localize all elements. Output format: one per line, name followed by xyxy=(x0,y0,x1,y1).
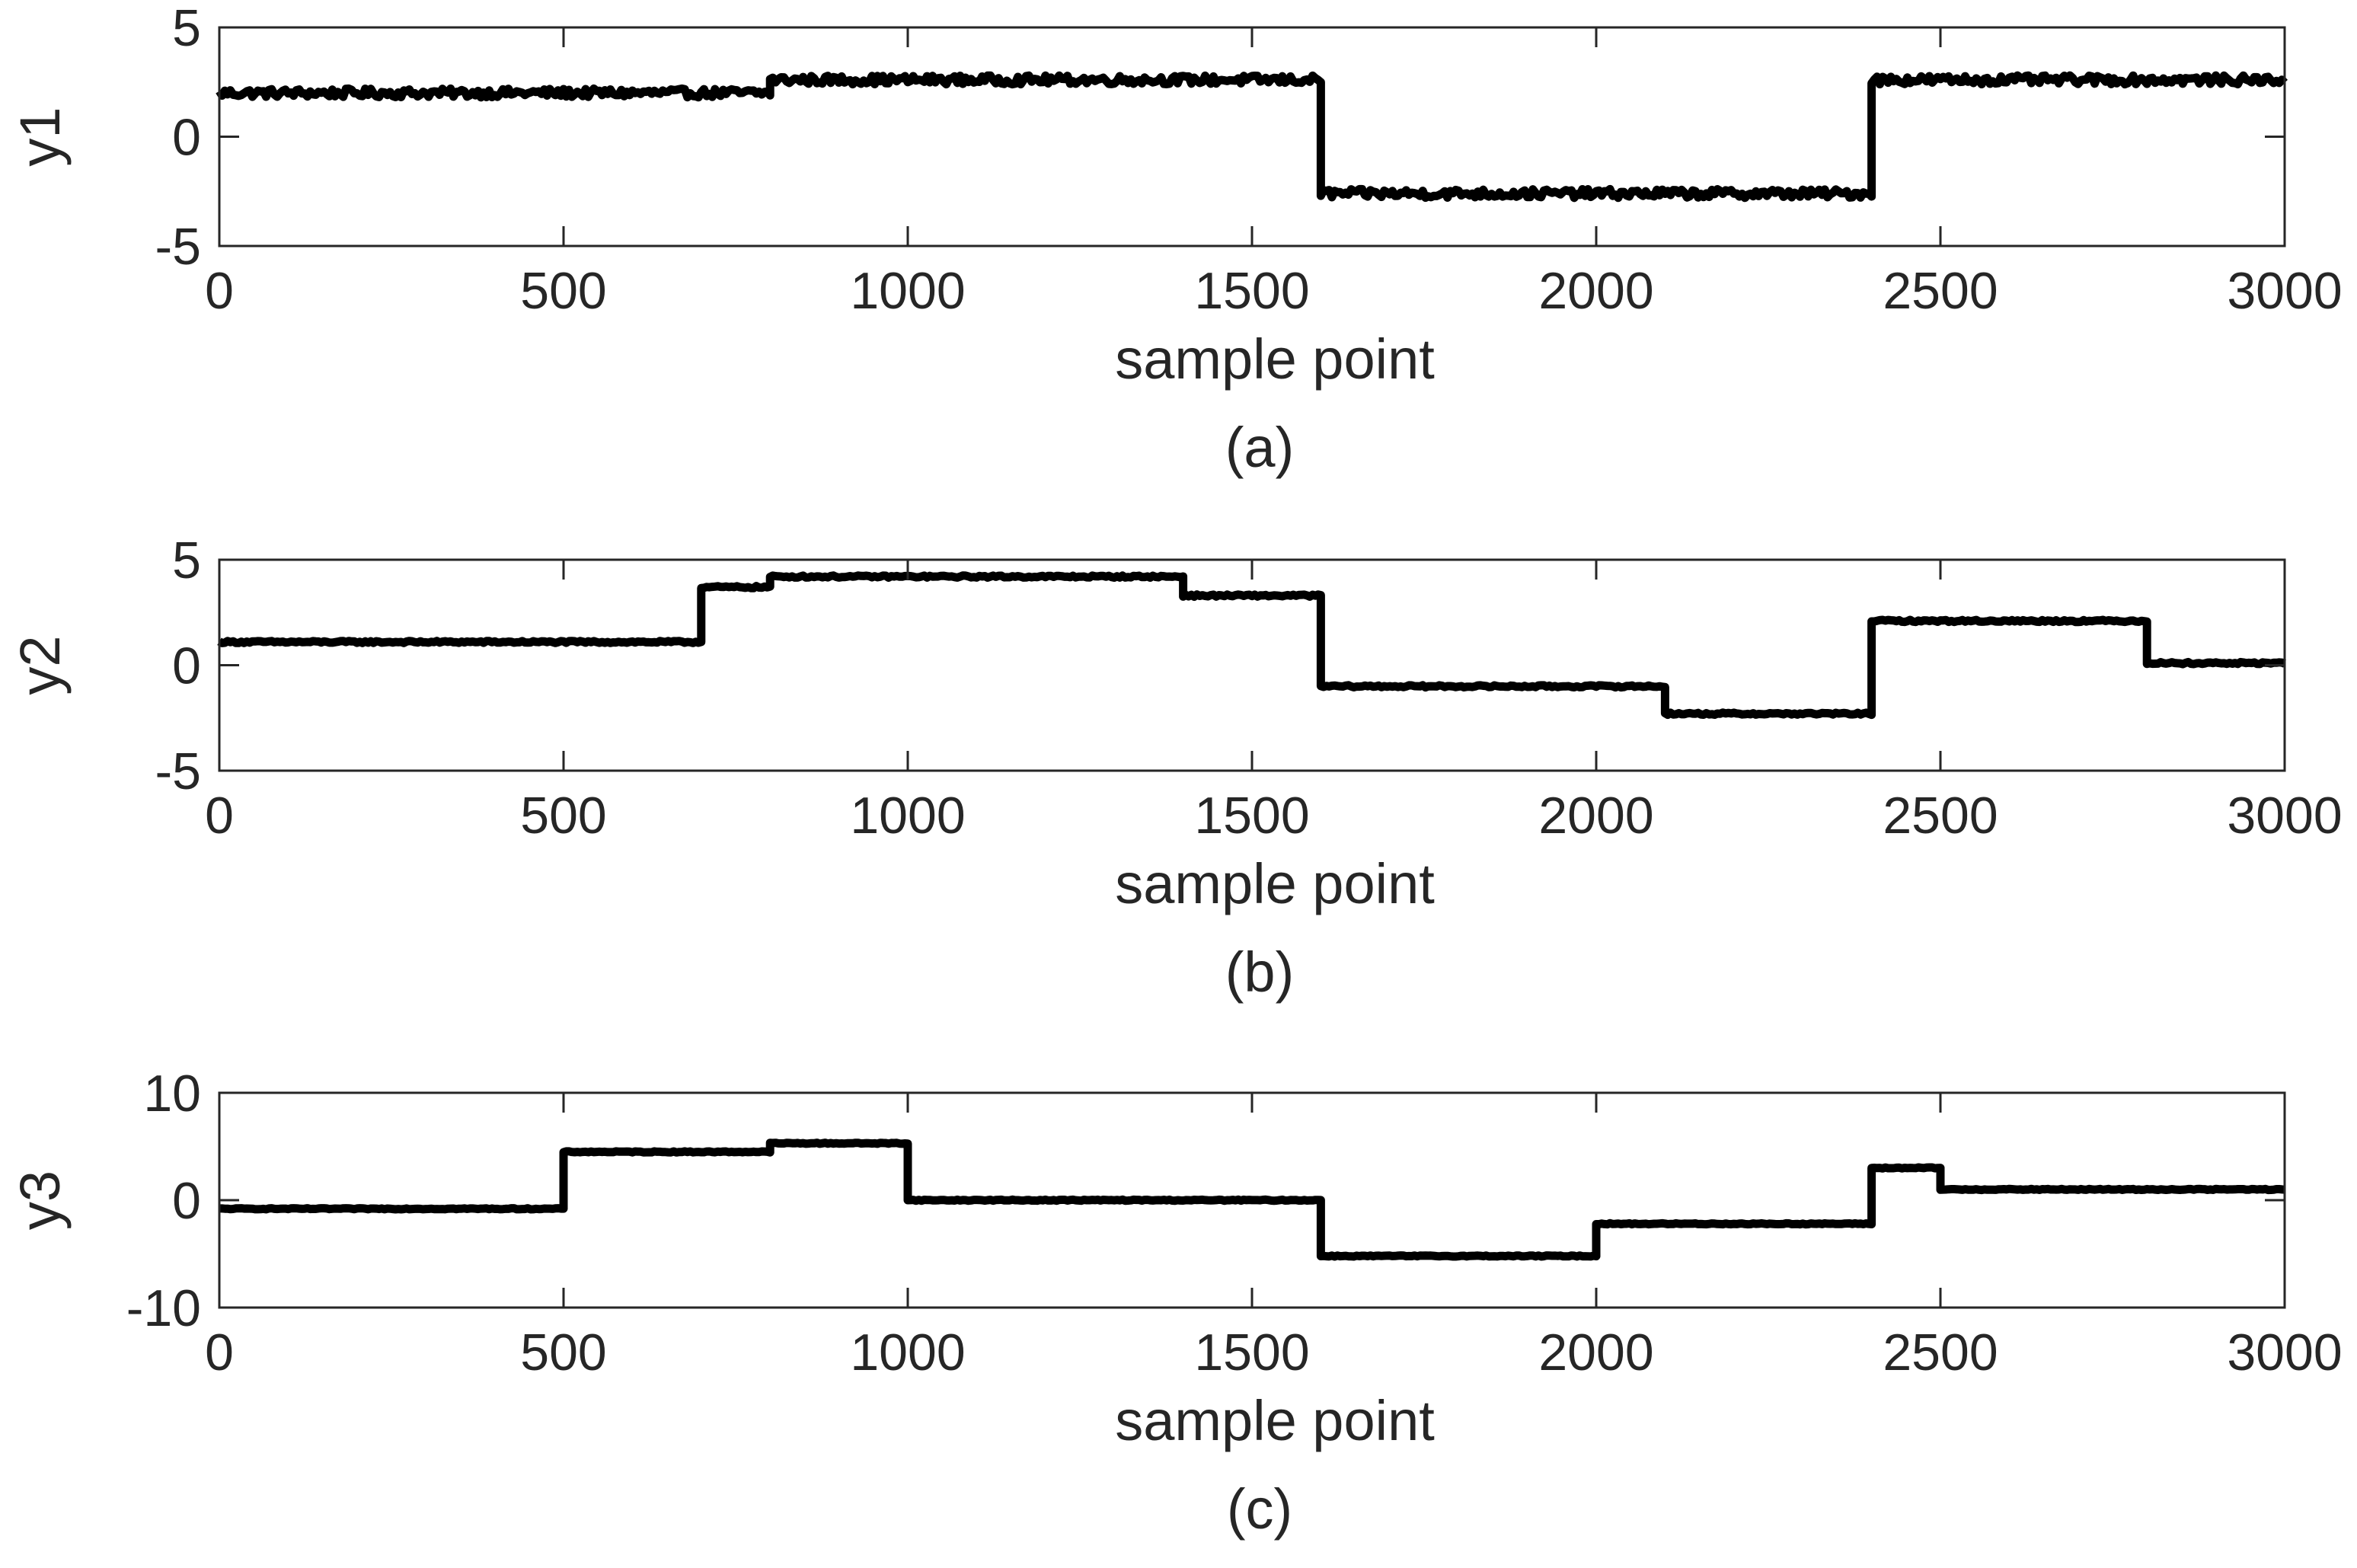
x-axis-label: sample point xyxy=(1115,852,1435,915)
panel-label: (b) xyxy=(1225,940,1294,1004)
x-tick-label: 0 xyxy=(205,787,234,845)
series-line xyxy=(218,1138,2286,1261)
x-tick-label: 500 xyxy=(520,262,606,320)
x-tick-label: 2500 xyxy=(1883,262,1998,320)
x-tick-label: 2500 xyxy=(1883,1324,1998,1381)
y-tick-label: -5 xyxy=(155,742,201,800)
x-tick-label: 2500 xyxy=(1883,787,1998,845)
x-tick-label: 2000 xyxy=(1538,262,1653,320)
y-tick-label: -5 xyxy=(155,218,201,276)
x-tick-label: 3000 xyxy=(2227,262,2342,320)
y-tick-label: 5 xyxy=(172,0,201,57)
y-tick-label: 10 xyxy=(143,1065,201,1123)
x-tick-label: 2000 xyxy=(1538,787,1653,845)
x-tick-label: 1500 xyxy=(1194,1324,1309,1381)
x-tick-label: 0 xyxy=(205,262,234,320)
x-tick-label: 500 xyxy=(520,1324,606,1381)
y-axis-label: y2 xyxy=(8,635,72,695)
y-tick-label: 0 xyxy=(172,637,201,695)
x-tick-label: 2000 xyxy=(1538,1324,1653,1381)
y-axis-label: y1 xyxy=(8,107,72,166)
y-axis-label: y3 xyxy=(8,1170,72,1230)
series-line xyxy=(217,571,2286,720)
panel-label: (c) xyxy=(1227,1477,1292,1541)
y-tick-label: -10 xyxy=(126,1279,201,1337)
x-tick-label: 1000 xyxy=(850,787,965,845)
x-axis-label: sample point xyxy=(1115,1389,1435,1452)
y-tick-label: 0 xyxy=(172,109,201,167)
axes-box xyxy=(218,558,2286,772)
x-tick-label: 1000 xyxy=(850,1324,965,1381)
y-tick-label: 0 xyxy=(172,1172,201,1230)
x-tick-label: 0 xyxy=(205,1324,234,1381)
axes-box xyxy=(218,26,2286,247)
panel-label: (a) xyxy=(1225,416,1294,479)
y-tick-label: 5 xyxy=(172,532,201,589)
series-line xyxy=(216,71,2288,203)
x-tick-label: 1500 xyxy=(1194,262,1309,320)
x-axis-label: sample point xyxy=(1115,327,1435,391)
x-tick-label: 3000 xyxy=(2227,1324,2342,1381)
x-tick-label: 500 xyxy=(520,787,606,845)
x-tick-label: 3000 xyxy=(2227,787,2342,845)
x-tick-label: 1500 xyxy=(1194,787,1309,845)
x-tick-label: 1000 xyxy=(850,262,965,320)
